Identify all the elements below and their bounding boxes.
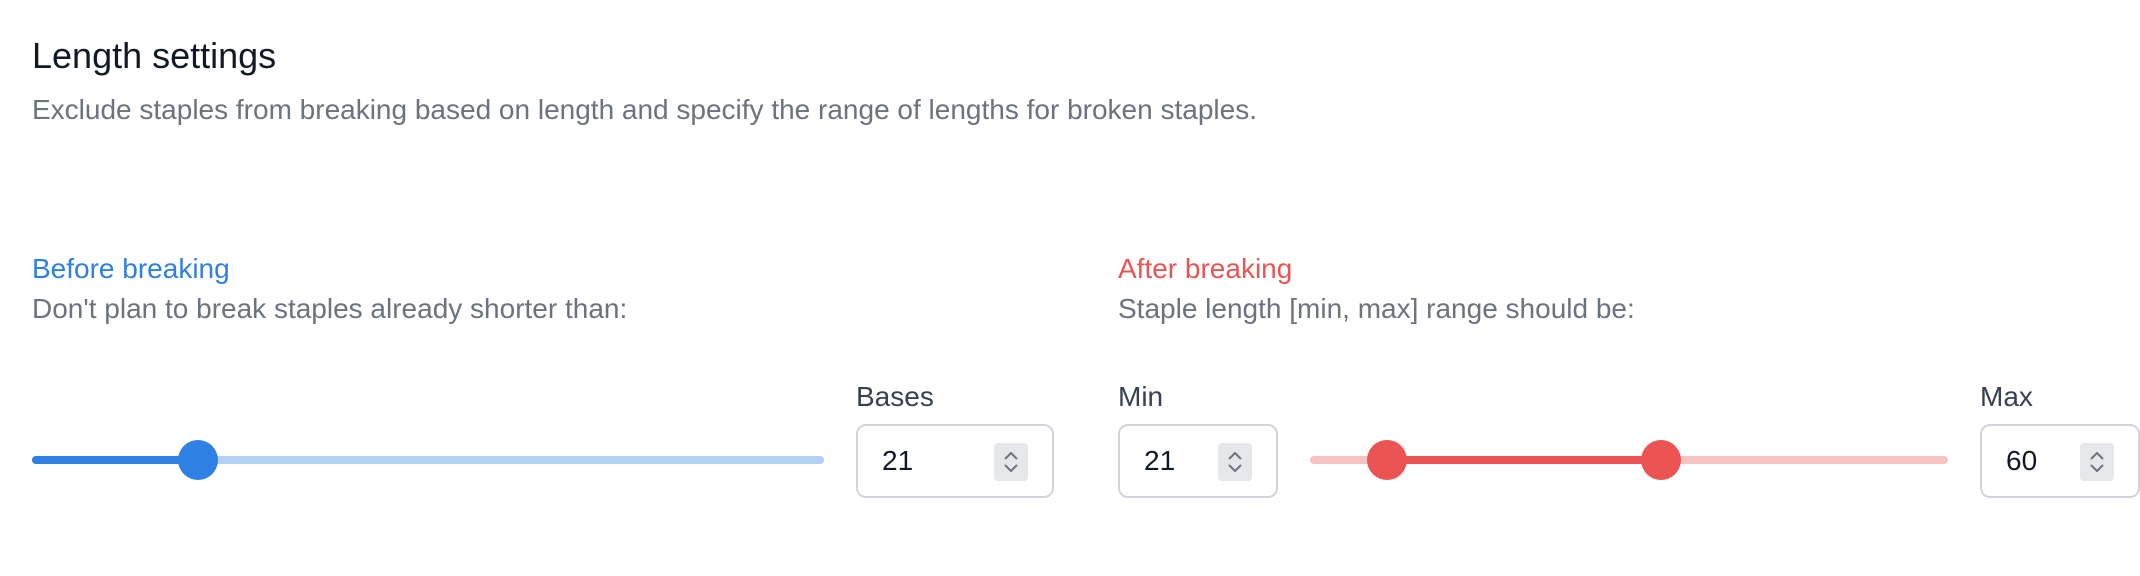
max-spinner[interactable] <box>2080 443 2114 481</box>
before-slider-thumb[interactable] <box>178 440 218 480</box>
chevron-down-icon[interactable] <box>2090 464 2104 472</box>
bases-spinner[interactable] <box>994 443 1028 481</box>
before-slider-fill <box>32 456 198 464</box>
min-value: 21 <box>1144 445 1176 476</box>
max-label: Max <box>1980 381 2033 412</box>
min-spinner[interactable] <box>1218 443 1252 481</box>
range-slider-min-thumb[interactable] <box>1367 440 1407 480</box>
max-input[interactable]: 60 <box>1980 424 2140 498</box>
max-value: 60 <box>2006 445 2038 476</box>
range-slider-max-thumb[interactable] <box>1641 440 1681 480</box>
chevron-down-icon[interactable] <box>1228 464 1242 472</box>
after-breaking-description: Staple length [min, max] range should be… <box>1118 293 1635 324</box>
after-breaking-title: After breaking <box>1118 253 1293 284</box>
bases-label: Bases <box>856 381 934 412</box>
before-slider-track[interactable] <box>32 456 824 464</box>
range-slider-fill <box>1387 456 1661 464</box>
before-breaking-title: Before breaking <box>32 253 230 284</box>
chevron-up-icon[interactable] <box>1004 452 1018 460</box>
min-input[interactable]: 21 <box>1118 424 1278 498</box>
min-label: Min <box>1118 381 1164 412</box>
chevron-up-icon[interactable] <box>1228 452 1242 460</box>
before-slider[interactable] <box>32 440 824 480</box>
section-description: Exclude staples from breaking based on l… <box>32 94 1257 125</box>
section-title: Length settings <box>32 35 277 76</box>
length-range-slider[interactable] <box>1310 440 1948 480</box>
chevron-up-icon[interactable] <box>2090 452 2104 460</box>
bases-input[interactable]: 21 <box>856 424 1054 498</box>
bases-value: 21 <box>882 445 914 476</box>
chevron-down-icon[interactable] <box>1004 464 1018 472</box>
before-breaking-description: Don't plan to break staples already shor… <box>32 293 628 324</box>
